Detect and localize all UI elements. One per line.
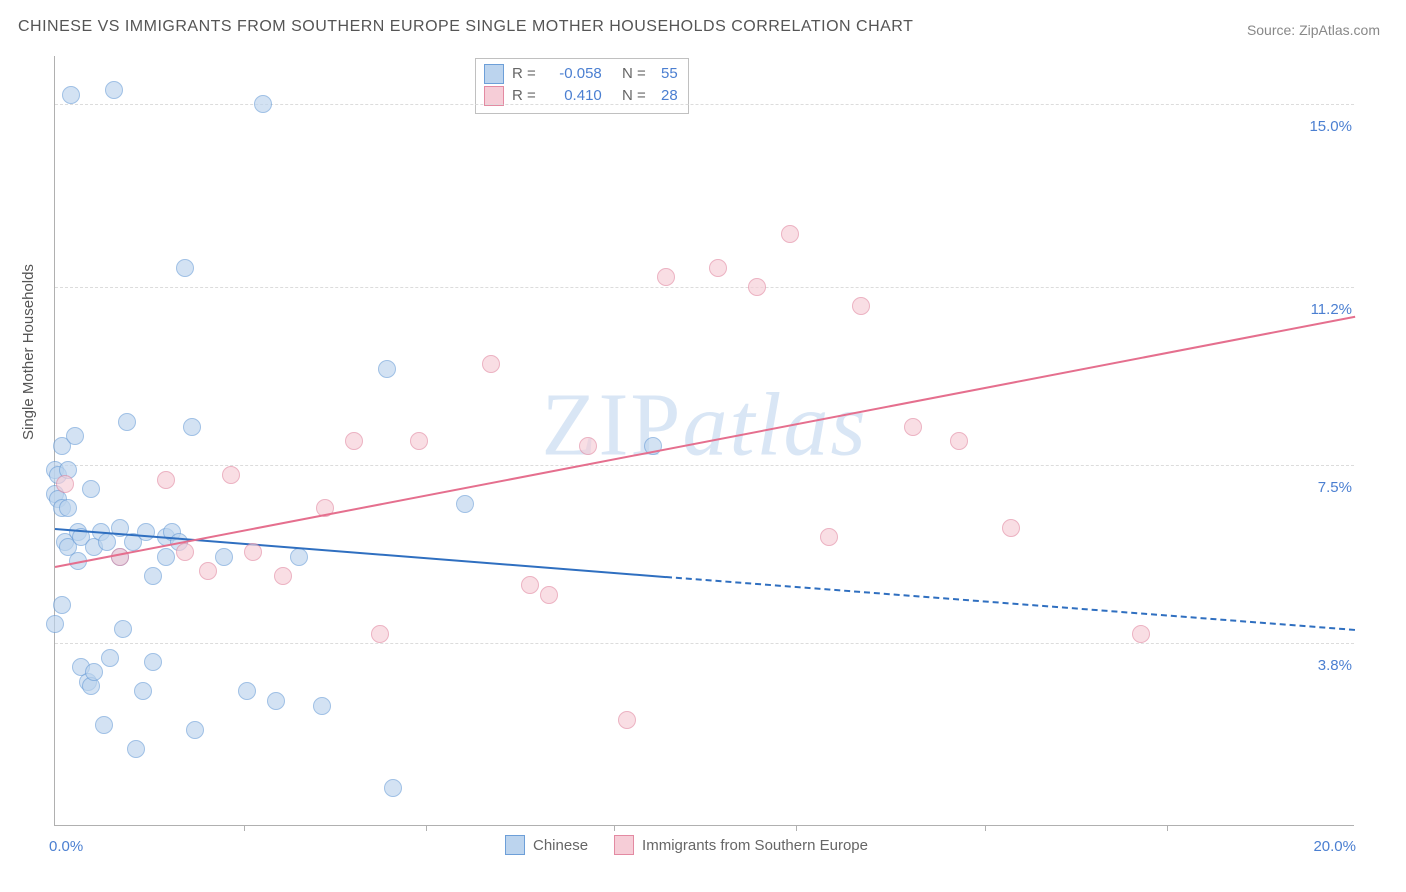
legend-label: Immigrants from Southern Europe bbox=[642, 837, 868, 854]
legend-swatch-immigrants bbox=[484, 86, 504, 106]
scatter-point bbox=[456, 495, 474, 513]
scatter-point bbox=[244, 543, 262, 561]
scatter-point bbox=[144, 653, 162, 671]
scatter-point bbox=[127, 740, 145, 758]
legend-label: Chinese bbox=[533, 837, 588, 854]
scatter-point bbox=[85, 663, 103, 681]
legend-item: Chinese bbox=[505, 835, 588, 855]
scatter-point bbox=[105, 81, 123, 99]
scatter-point bbox=[540, 586, 558, 604]
gridline bbox=[55, 104, 1354, 105]
watermark-part2: atlas bbox=[682, 376, 867, 475]
scatter-point bbox=[748, 278, 766, 296]
scatter-point bbox=[313, 697, 331, 715]
scatter-point bbox=[238, 682, 256, 700]
scatter-point bbox=[56, 475, 74, 493]
stats-n-value: 55 bbox=[654, 63, 678, 85]
scatter-point bbox=[254, 95, 272, 113]
scatter-plot-area: ZIPatlas R = -0.058 N = 55 R = 0.410 N =… bbox=[54, 56, 1354, 826]
bottom-legend: Chinese Immigrants from Southern Europe bbox=[505, 835, 868, 855]
scatter-point bbox=[384, 779, 402, 797]
stats-r-label: R = bbox=[512, 63, 536, 85]
x-minor-tick bbox=[1167, 825, 1168, 831]
scatter-point bbox=[101, 649, 119, 667]
scatter-point bbox=[345, 432, 363, 450]
scatter-point bbox=[157, 548, 175, 566]
watermark-text: ZIPatlas bbox=[541, 374, 867, 477]
scatter-point bbox=[222, 466, 240, 484]
scatter-point bbox=[852, 297, 870, 315]
scatter-point bbox=[820, 528, 838, 546]
y-tick-label: 11.2% bbox=[1307, 301, 1356, 318]
scatter-point bbox=[62, 86, 80, 104]
scatter-point bbox=[176, 259, 194, 277]
x-minor-tick bbox=[614, 825, 615, 831]
legend-item: Immigrants from Southern Europe bbox=[614, 835, 868, 855]
scatter-point bbox=[82, 480, 100, 498]
y-tick-label: 7.5% bbox=[1314, 479, 1356, 496]
scatter-point bbox=[378, 360, 396, 378]
x-tick-label: 20.0% bbox=[1313, 838, 1356, 855]
x-minor-tick bbox=[426, 825, 427, 831]
scatter-point bbox=[267, 692, 285, 710]
stats-r-value: -0.058 bbox=[544, 63, 602, 85]
stats-row: R = -0.058 N = 55 bbox=[484, 63, 678, 85]
stats-n-label: N = bbox=[622, 63, 646, 85]
gridline bbox=[55, 287, 1354, 288]
scatter-point bbox=[904, 418, 922, 436]
scatter-point bbox=[482, 355, 500, 373]
scatter-point bbox=[950, 432, 968, 450]
scatter-point bbox=[66, 427, 84, 445]
gridline bbox=[55, 643, 1354, 644]
gridline bbox=[55, 465, 1354, 466]
scatter-point bbox=[144, 567, 162, 585]
trend-line bbox=[666, 576, 1355, 631]
y-tick-label: 3.8% bbox=[1314, 657, 1356, 674]
trend-line bbox=[55, 316, 1355, 568]
scatter-point bbox=[199, 562, 217, 580]
legend-swatch bbox=[614, 835, 634, 855]
y-tick-label: 15.0% bbox=[1305, 118, 1356, 135]
scatter-point bbox=[95, 716, 113, 734]
scatter-point bbox=[183, 418, 201, 436]
scatter-point bbox=[781, 225, 799, 243]
scatter-point bbox=[1002, 519, 1020, 537]
chart-title: CHINESE VS IMMIGRANTS FROM SOUTHERN EURO… bbox=[18, 18, 913, 36]
scatter-point bbox=[290, 548, 308, 566]
correlation-stats-box: R = -0.058 N = 55 R = 0.410 N = 28 bbox=[475, 58, 689, 114]
legend-swatch-chinese bbox=[484, 64, 504, 84]
scatter-point bbox=[186, 721, 204, 739]
source-attribution: Source: ZipAtlas.com bbox=[1247, 22, 1380, 38]
x-tick-label: 0.0% bbox=[49, 838, 83, 855]
scatter-point bbox=[215, 548, 233, 566]
scatter-point bbox=[46, 615, 64, 633]
scatter-point bbox=[274, 567, 292, 585]
scatter-point bbox=[53, 596, 71, 614]
scatter-point bbox=[118, 413, 136, 431]
scatter-point bbox=[709, 259, 727, 277]
scatter-point bbox=[521, 576, 539, 594]
scatter-point bbox=[114, 620, 132, 638]
scatter-point bbox=[657, 268, 675, 286]
x-minor-tick bbox=[796, 825, 797, 831]
scatter-point bbox=[157, 471, 175, 489]
scatter-point bbox=[618, 711, 636, 729]
y-axis-title: Single Mother Households bbox=[20, 264, 37, 440]
x-minor-tick bbox=[985, 825, 986, 831]
scatter-point bbox=[134, 682, 152, 700]
x-minor-tick bbox=[244, 825, 245, 831]
scatter-point bbox=[371, 625, 389, 643]
scatter-point bbox=[410, 432, 428, 450]
scatter-point bbox=[176, 543, 194, 561]
legend-swatch bbox=[505, 835, 525, 855]
scatter-point bbox=[137, 523, 155, 541]
scatter-point bbox=[98, 533, 116, 551]
scatter-point bbox=[579, 437, 597, 455]
scatter-point bbox=[59, 499, 77, 517]
scatter-point bbox=[1132, 625, 1150, 643]
